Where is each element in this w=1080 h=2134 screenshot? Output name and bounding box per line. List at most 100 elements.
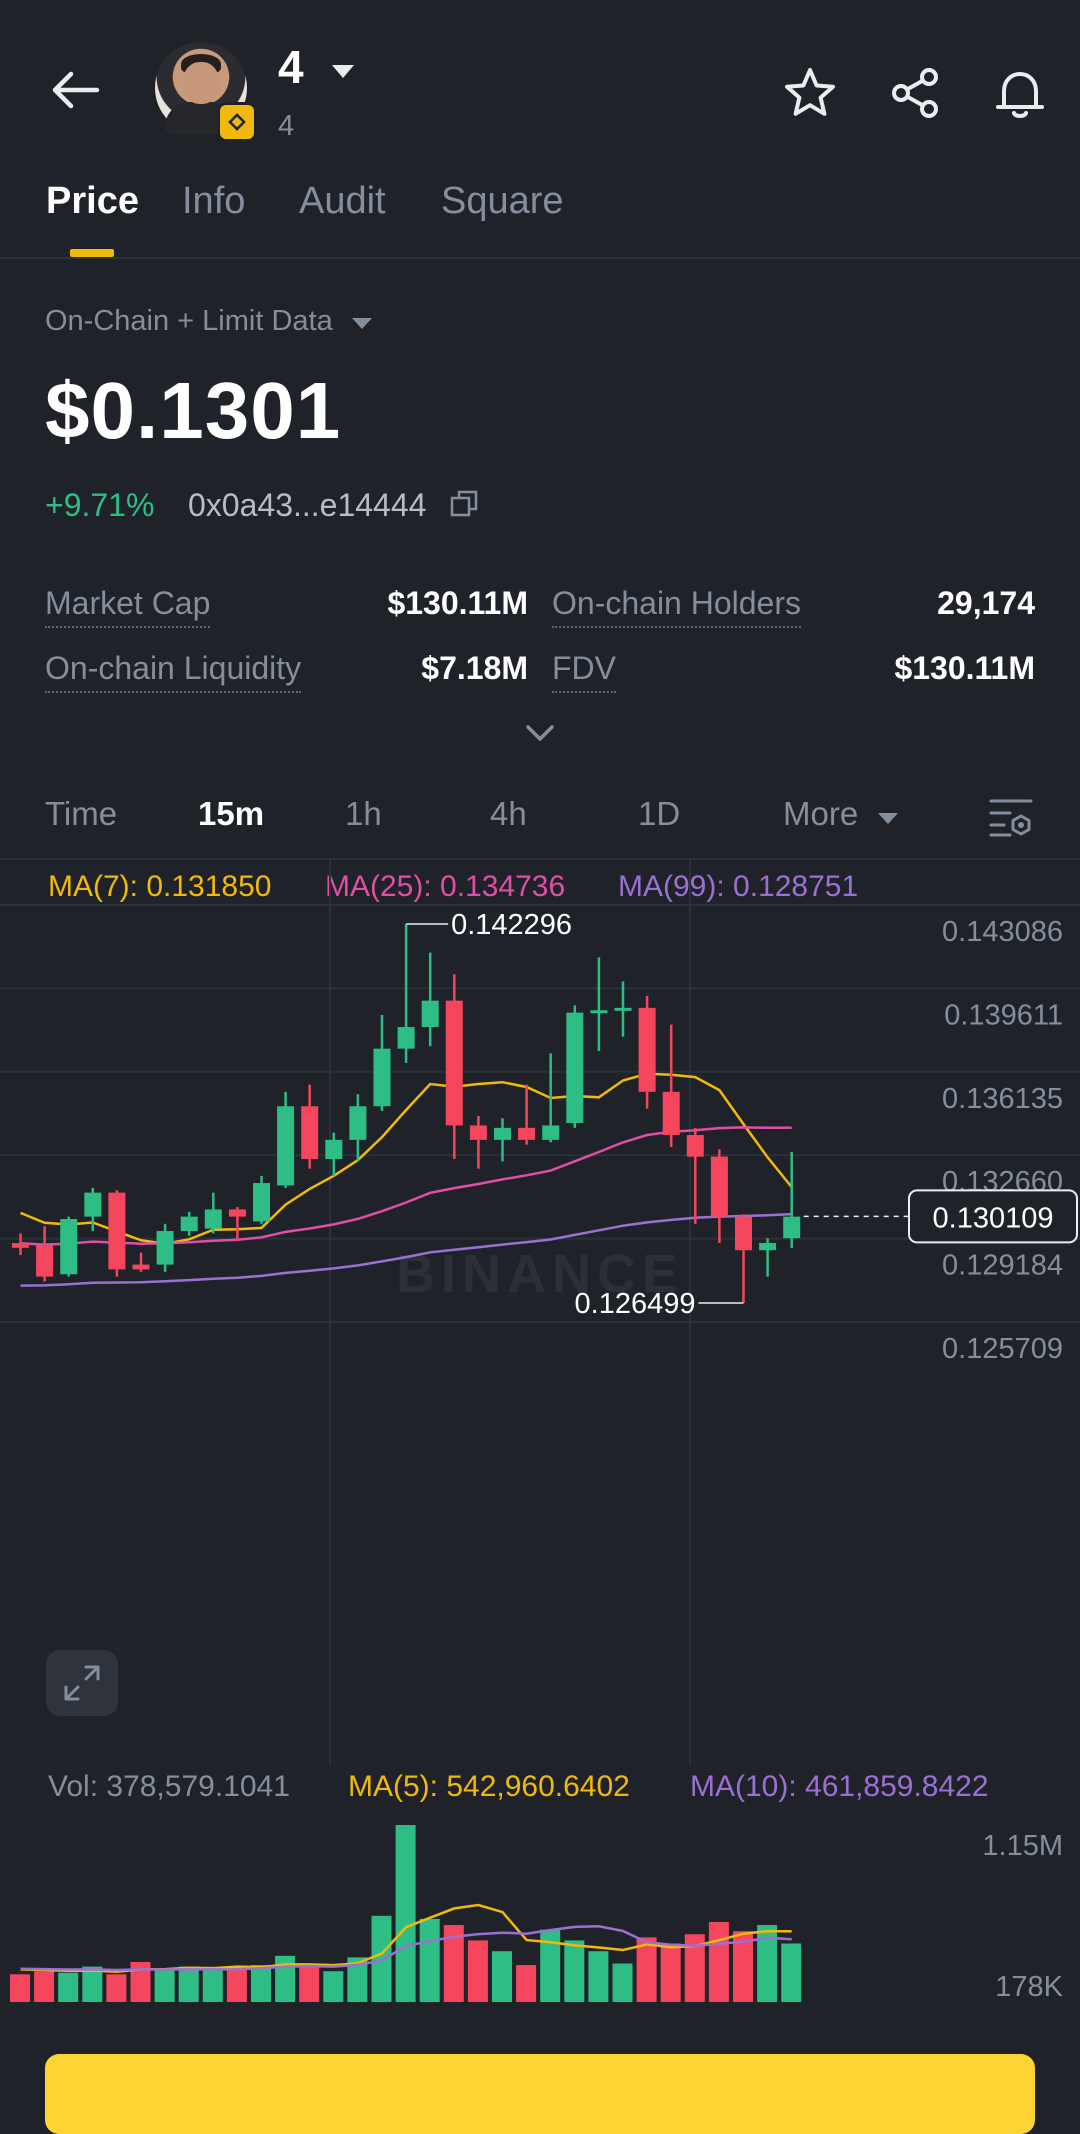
candle-body [469, 1125, 487, 1140]
expand-stats-button[interactable] [515, 715, 565, 751]
volume-bar [106, 1974, 127, 2002]
candle-body [84, 1192, 102, 1217]
volume-bar [299, 1966, 320, 2002]
volume-bar [540, 1929, 561, 2002]
candle-body [277, 1106, 295, 1186]
volume-axis-label: 1.15M [982, 1830, 1063, 1862]
fdv-value: $130.11M [894, 650, 1035, 686]
timeframe-time[interactable]: Time [45, 795, 118, 832]
candle [60, 1216, 78, 1277]
candle-body [325, 1139, 343, 1160]
candle-body [735, 1216, 752, 1251]
ma99-line [20, 1212, 792, 1287]
chart-watermark: BINANCE [396, 1244, 684, 1304]
copy-icon[interactable] [449, 489, 479, 519]
data-source-selector[interactable]: On-Chain + Limit Data [45, 305, 373, 338]
candle [373, 1015, 391, 1112]
candle [445, 974, 463, 1160]
tabs-divider [0, 257, 1080, 259]
chevron-down-icon [526, 725, 554, 741]
ma7-line [20, 1072, 793, 1245]
timeframe-15m[interactable]: 15m [198, 795, 265, 832]
price-axis-label: 0.139611 [944, 999, 1063, 1031]
candle-body [566, 1012, 584, 1124]
candle [469, 1115, 487, 1169]
tab-audit[interactable]: Audit [299, 180, 386, 222]
candle-body [638, 1007, 656, 1092]
ma25-line [20, 1126, 792, 1246]
candlestick-chart[interactable]: BINANCE 0.1430860.1396110.1361350.132660… [0, 860, 1080, 1765]
chart-settings-button[interactable] [985, 790, 1037, 842]
tab-square[interactable]: Square [441, 180, 564, 222]
volume-bar [636, 1937, 657, 2002]
volume-readout: Vol: 378,579.1041 [48, 1770, 290, 1803]
market-cap-value: $130.11M [387, 585, 528, 621]
candle-body [156, 1231, 174, 1265]
tab-price[interactable]: Price [46, 180, 139, 222]
volume-bar [492, 1951, 512, 2002]
favorite-button[interactable] [775, 58, 845, 128]
candle-body [518, 1127, 536, 1140]
candle-body [204, 1209, 222, 1229]
timeframe-1d[interactable]: 1D [638, 795, 681, 832]
volume-bar [395, 1825, 416, 2002]
candle-body [228, 1209, 246, 1217]
volume-bar [419, 1918, 440, 2002]
active-tab-indicator [70, 249, 114, 257]
candle-body [783, 1216, 801, 1239]
timeframe-1h[interactable]: 1h [345, 795, 382, 832]
candle [614, 981, 632, 1037]
onchain-holders-label[interactable]: On-chain Holders [552, 585, 801, 628]
onchain-liquidity-label[interactable]: On-chain Liquidity [45, 650, 302, 693]
volume-bar [58, 1972, 79, 2002]
candle [253, 1175, 270, 1224]
back-button[interactable] [40, 60, 110, 120]
trade-button[interactable] [45, 2054, 1035, 2134]
contract-address[interactable]: 0x0a43...e14444 [188, 487, 479, 524]
timeframe-more[interactable]: More [783, 795, 899, 833]
candle-body [132, 1264, 150, 1270]
volume-bar [684, 1934, 705, 2002]
ma25-readout: MA(25): 0.134736 [325, 870, 566, 903]
volume-ma10-readout: MA(10): 461,859.8422 [690, 1770, 989, 1803]
candle [542, 1053, 560, 1143]
candle-body [421, 1000, 439, 1028]
candle [301, 1084, 319, 1169]
token-name-subtitle: 4 [278, 110, 295, 142]
volume-bar [34, 1971, 55, 2002]
market-cap-label[interactable]: Market Cap [45, 585, 211, 628]
volume-bar [371, 1915, 392, 2002]
volume-chart[interactable]: 1.15M 178K [0, 1800, 1080, 2010]
star-icon [785, 68, 835, 116]
candle [518, 1084, 536, 1145]
volume-bar [10, 1974, 30, 2002]
caret-down-icon [332, 64, 355, 78]
price-axis-label: 0.136135 [942, 1083, 1063, 1115]
candle-body [614, 1007, 632, 1011]
candle-body [662, 1091, 680, 1136]
candle-body [180, 1216, 198, 1232]
candle [228, 1207, 246, 1241]
volume-bar [178, 1966, 199, 2002]
candle [108, 1190, 126, 1277]
volume-bar [516, 1965, 537, 2002]
candle [783, 1151, 801, 1248]
token-symbol-title[interactable]: 4 [278, 40, 356, 94]
timeframe-4h[interactable]: 4h [490, 795, 527, 832]
share-button[interactable] [880, 58, 950, 128]
caret-down-icon [878, 813, 899, 824]
volume-axis-label: 178K [995, 1971, 1063, 2003]
fdv-label[interactable]: FDV [552, 650, 616, 693]
candle-body [373, 1048, 391, 1107]
alert-button[interactable] [985, 58, 1055, 128]
volume-bar [226, 1966, 247, 2002]
candle [638, 995, 656, 1109]
tab-info[interactable]: Info [182, 180, 246, 222]
current-price: $0.1301 [45, 366, 342, 455]
onchain-liquidity-value: $7.18M [421, 650, 528, 686]
candle [566, 1005, 584, 1128]
volume-bar [154, 1969, 175, 2002]
fullscreen-chart-button[interactable] [46, 1650, 118, 1716]
current-price-tag-label: 0.130109 [933, 1202, 1054, 1234]
candle-body [397, 1027, 415, 1049]
